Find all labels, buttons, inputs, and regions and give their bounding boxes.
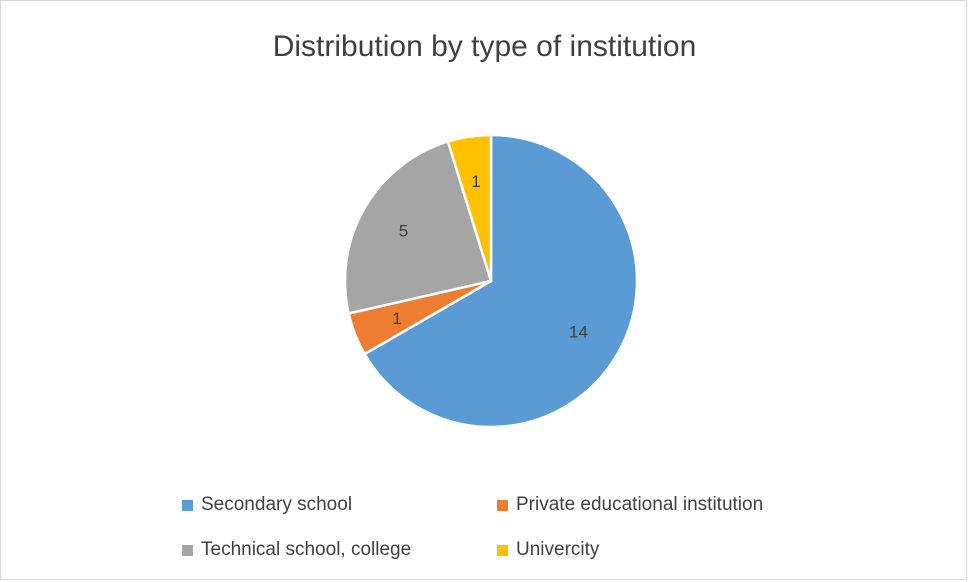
data-label-univercity: 1 [471,172,480,191]
pie-data-labels: 14 1 5 1 [392,172,588,341]
data-label-secondary-school: 14 [569,323,588,342]
chart-title: Distribution by type of institution [272,30,697,63]
pie-slice-technical-school-college [343,140,493,315]
pie-slice-secondary-school [363,133,639,429]
data-label-private-educational-institution: 1 [392,309,401,328]
pie-slices [343,133,639,429]
data-label-technical-school-college: 5 [399,222,408,241]
pie-slice-univercity [446,133,493,283]
